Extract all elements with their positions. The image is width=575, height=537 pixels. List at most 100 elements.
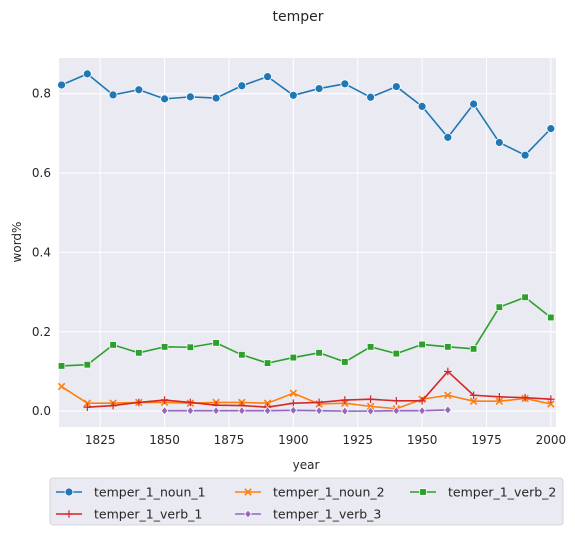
data-point: [341, 358, 349, 366]
legend-label: temper_1_noun_1: [94, 485, 206, 500]
data-point: [495, 393, 504, 401]
data-point: [108, 90, 118, 100]
data-point: [185, 92, 195, 102]
legend-label: temper_1_verb_2: [448, 485, 556, 500]
grid-lines: [59, 58, 556, 427]
x-tick-label: 1850: [149, 433, 180, 447]
data-point: [391, 82, 401, 91]
data-point: [469, 391, 478, 400]
data-point: [109, 341, 117, 349]
data-point: [366, 402, 375, 411]
data-point: [418, 406, 426, 416]
legend-frame: [49, 477, 564, 526]
data-point: [521, 393, 529, 402]
data-point: [469, 99, 478, 109]
x-axis-label: year: [293, 458, 320, 472]
data-point: [82, 69, 92, 79]
data-point: [289, 353, 297, 362]
data-point: [341, 396, 349, 404]
data-point: [392, 406, 401, 416]
y-tick-label: 0.6: [32, 166, 51, 180]
data-point: [546, 124, 556, 134]
series-line-temper_1_noun_1: [61, 73, 552, 157]
data-point: [444, 391, 452, 400]
data-point: [289, 399, 298, 407]
data-point: [444, 405, 452, 415]
legend-entry: temper_1_noun_2: [235, 485, 385, 500]
x-tick-label: 1925: [342, 433, 373, 447]
legend-entry: temper_1_verb_3: [235, 507, 381, 522]
data-point: [238, 351, 246, 359]
data-point: [315, 398, 323, 407]
data-point: [135, 349, 143, 357]
data-point: [160, 406, 169, 416]
tick-labels: 1825 1850 1875 1900 1925 1950 1975 2000 0.0 0.2 0.…: [32, 87, 566, 447]
series-layer: [57, 69, 556, 416]
data-point: [160, 396, 169, 404]
data-point: [341, 406, 349, 416]
data-point: [469, 397, 478, 405]
data-point: [392, 349, 400, 358]
data-point: [444, 343, 452, 351]
legend-entry: temper_1_verb_2: [410, 485, 556, 500]
data-point: [57, 80, 66, 90]
data-point: [444, 367, 452, 376]
data-point: [238, 406, 246, 416]
data-point: [289, 405, 298, 415]
series-line-temper_1_verb_2: [61, 296, 552, 367]
chart-title: temper: [273, 9, 324, 25]
data-point: [237, 81, 247, 91]
legend-marker: [65, 510, 73, 518]
data-point: [547, 395, 555, 404]
data-point: [495, 397, 504, 405]
series-temper_1_verb_2: [57, 293, 555, 370]
data-point: [418, 397, 426, 405]
legend-entry: temper_1_noun_1: [56, 485, 206, 500]
data-point: [211, 93, 221, 103]
data-point: [314, 84, 324, 93]
data-point: [366, 395, 375, 404]
data-point: [366, 343, 375, 351]
data-point: [495, 303, 503, 311]
legend-marker: [419, 488, 427, 496]
x-tick-label: 1875: [214, 433, 245, 447]
data-point: [340, 79, 350, 89]
data-point: [83, 361, 91, 369]
plot-area: [59, 58, 556, 427]
legend-label: temper_1_verb_3: [273, 507, 381, 522]
data-point: [288, 90, 298, 100]
data-point: [109, 401, 117, 410]
data-point: [263, 406, 272, 416]
data-point: [417, 102, 427, 111]
y-tick-label: 0.4: [32, 245, 51, 259]
data-point: [469, 345, 478, 353]
x-tick-label: 2000: [536, 433, 567, 447]
data-point: [315, 406, 323, 416]
x-tick-label: 1825: [85, 433, 116, 447]
data-point: [494, 138, 504, 147]
data-point: [263, 399, 272, 407]
data-point: [186, 343, 194, 351]
data-point: [418, 340, 426, 349]
data-point: [83, 403, 92, 411]
data-point: [289, 389, 298, 398]
data-point: [212, 406, 220, 416]
data-point: [186, 406, 195, 416]
series-line-temper_1_verb_3: [164, 409, 448, 412]
x-tick-label: 1900: [278, 433, 309, 447]
data-point: [57, 362, 66, 370]
data-point: [135, 398, 143, 407]
x-tick-label: 1975: [471, 433, 502, 447]
legend-label: temper_1_verb_1: [94, 507, 202, 522]
data-point: [160, 343, 169, 351]
data-point: [521, 293, 529, 301]
legend: temper_1_noun_1 temper_1_noun_2 temper_1_v…: [49, 477, 564, 526]
data-point: [134, 85, 144, 95]
data-point: [392, 397, 401, 405]
data-point: [160, 94, 169, 104]
series-temper_1_verb_3: [160, 405, 452, 416]
legend-label: temper_1_noun_2: [273, 485, 385, 500]
data-point: [186, 398, 195, 407]
y-tick-label: 0.8: [32, 87, 51, 101]
